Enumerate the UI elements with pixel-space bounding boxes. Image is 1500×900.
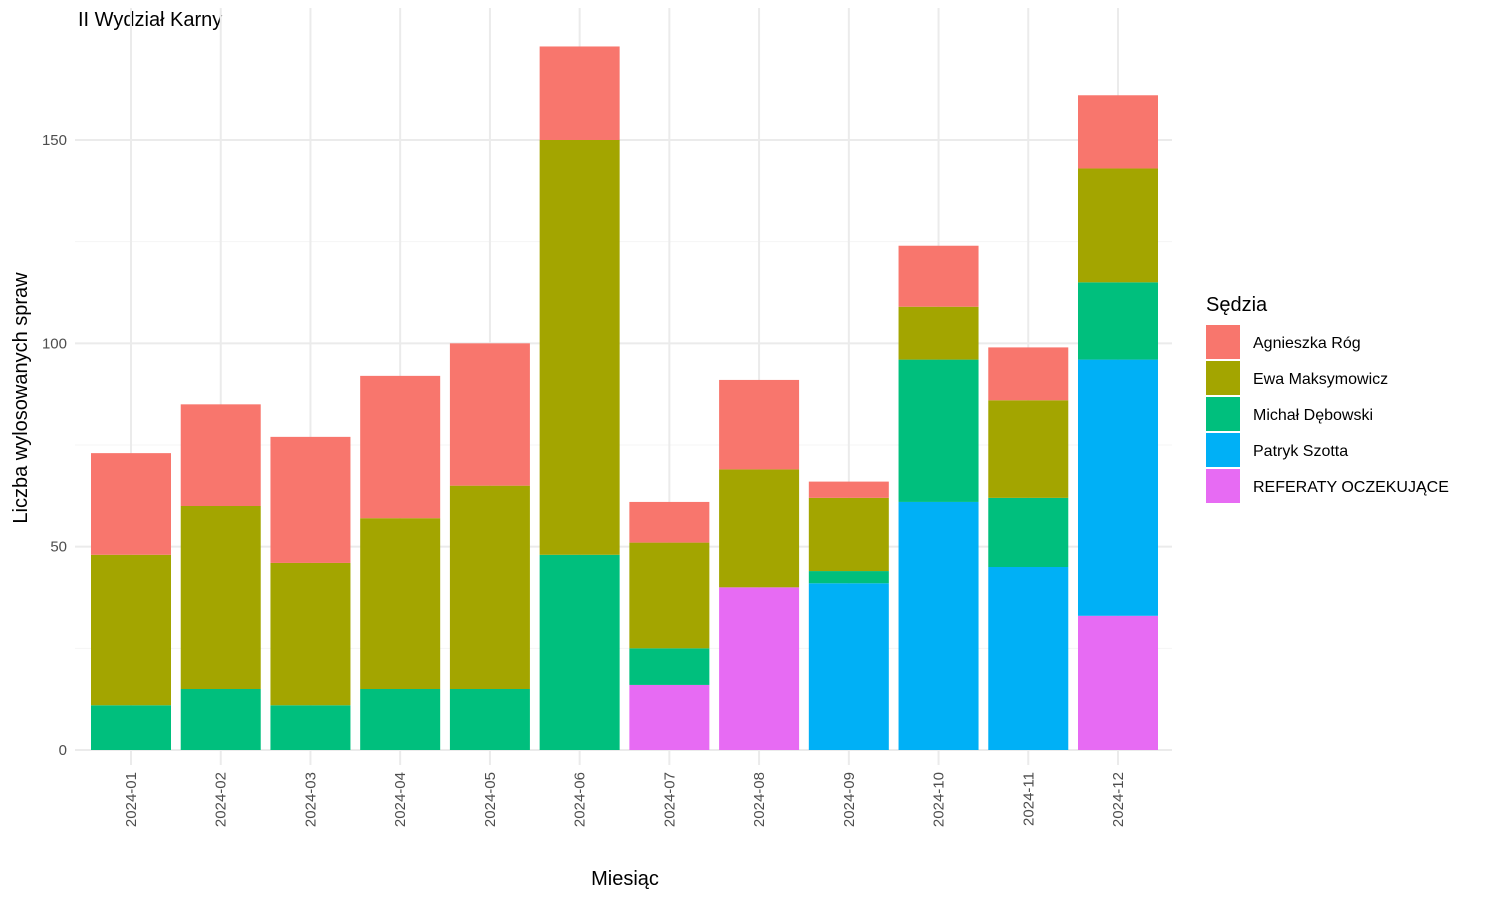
legend-key (1206, 397, 1240, 431)
bar-segment (449, 485, 530, 689)
bar-segment (988, 400, 1069, 498)
bar-segment (629, 542, 710, 649)
y-tick-label: 50 (50, 539, 67, 556)
bar-segment (91, 554, 171, 706)
legend-label: Michał Dębowski (1253, 407, 1373, 424)
x-tick-label: 2024-05 (482, 772, 499, 827)
bar-segment (1078, 282, 1158, 360)
x-tick-label: 2024-02 (213, 772, 230, 827)
bar-segment (180, 689, 261, 750)
bar-segment (629, 684, 710, 750)
chart-title: II Wydział Karny (78, 9, 222, 31)
bar-segment (270, 705, 351, 750)
x-tick-label: 2024-08 (751, 772, 768, 827)
y-tick-label: 150 (42, 132, 67, 149)
legend-key (1206, 361, 1240, 395)
x-tick-label: 2024-10 (931, 772, 948, 827)
bar-segment (91, 705, 171, 750)
y-axis-title: Liczba wylosowanych spraw (10, 272, 32, 524)
x-axis-ticks: 2024-01 2024-02 2024-03 2024-04 2024-05 2024-… (123, 772, 1127, 827)
bar-segment (1078, 95, 1158, 169)
bar-segment (808, 571, 889, 584)
x-tick-label: 2024-04 (392, 772, 409, 827)
bar-segment (360, 518, 441, 689)
y-axis-ticks: 0 50 100 150 (42, 132, 67, 759)
bar-segment (808, 583, 889, 750)
y-tick-label: 0 (59, 742, 67, 759)
bar-segment (898, 501, 979, 750)
bar-segment (898, 359, 979, 502)
bar-segment (898, 306, 979, 360)
bar-segment (180, 404, 261, 506)
bars (91, 46, 1158, 750)
bar-segment (808, 497, 889, 572)
bar-segment (449, 689, 530, 750)
bar-segment (539, 46, 620, 140)
bar-segment (719, 379, 800, 470)
bar-segment (360, 375, 441, 519)
bar-segment (988, 567, 1069, 750)
bar-segment (449, 343, 530, 486)
x-tick-label: 2024-07 (661, 772, 678, 827)
x-tick-label: 2024-01 (123, 772, 140, 827)
x-tick-label: 2024-03 (302, 772, 319, 827)
legend-label: Agnieszka Róg (1253, 335, 1361, 352)
bar-segment (629, 501, 710, 543)
bar-segment (1078, 615, 1158, 750)
x-axis-title: Miesiąc (591, 868, 659, 890)
legend: Sędzia Agnieszka Róg Ewa Maksymowicz Micha… (1206, 294, 1449, 503)
x-tick-label: 2024-11 (1020, 772, 1037, 826)
legend-title: Sędzia (1206, 294, 1268, 316)
bar-segment (988, 347, 1069, 401)
bar-segment (719, 587, 800, 750)
bar-segment (539, 140, 620, 555)
bar-segment (719, 469, 800, 588)
legend-key (1206, 325, 1240, 359)
legend-label: Ewa Maksymowicz (1253, 371, 1388, 388)
bar-segment (988, 497, 1069, 567)
bar-segment (180, 506, 261, 689)
bar-segment (1078, 359, 1158, 616)
x-tick-label: 2024-06 (572, 772, 589, 827)
y-tick-label: 100 (42, 335, 67, 352)
bar-segment (1078, 168, 1158, 283)
legend-key (1206, 469, 1240, 503)
legend-key (1206, 433, 1240, 467)
bar-segment (360, 689, 441, 750)
bar-segment (898, 245, 979, 307)
bar-segment (270, 436, 351, 563)
bar-segment (629, 648, 710, 685)
legend-label: Patryk Szotta (1253, 443, 1348, 460)
bar-segment (808, 481, 889, 498)
x-tick-label: 2024-12 (1110, 772, 1127, 827)
bar-segment (270, 562, 351, 706)
bar-segment (539, 554, 620, 750)
x-tick-label: 2024-09 (841, 772, 858, 827)
legend-label: REFERATY OCZEKUJĄCE (1253, 479, 1449, 496)
bar-segment (91, 453, 171, 555)
